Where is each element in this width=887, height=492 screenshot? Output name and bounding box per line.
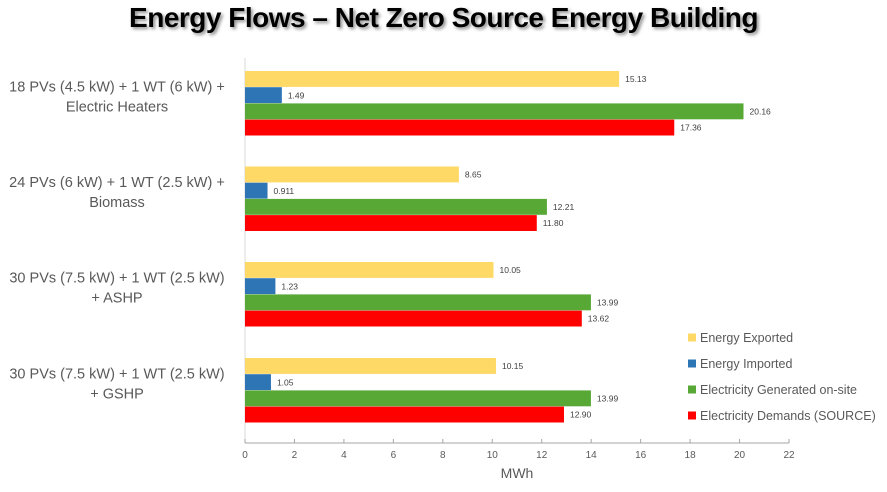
bars bbox=[245, 71, 744, 423]
x-tick-label: 22 bbox=[783, 450, 795, 461]
category-label: 30 PVs (7.5 kW) + 1 WT (2.5 kW) bbox=[9, 366, 224, 382]
category-label: + ASHP bbox=[91, 290, 142, 306]
data-label: 11.80 bbox=[543, 218, 564, 228]
data-label: 10.05 bbox=[500, 265, 522, 275]
data-label: 12.90 bbox=[570, 410, 592, 420]
x-tick-label: 4 bbox=[341, 450, 347, 461]
legend-entry: Electricity Generated on-site bbox=[700, 383, 857, 397]
category-label: 30 PVs (7.5 kW) + 1 WT (2.5 kW) bbox=[9, 270, 224, 286]
x-tick-label: 2 bbox=[292, 450, 298, 461]
bar bbox=[245, 87, 282, 104]
bar bbox=[245, 71, 620, 87]
category-labels: 18 PVs (4.5 kW) + 1 WT (6 kW) + Electric … bbox=[9, 79, 225, 402]
category-label: 24 PVs (6 kW) + 1 WT (2.5 kW) + bbox=[9, 175, 225, 191]
category-label: 18 PVs (4.5 kW) + 1 WT (6 kW) + bbox=[9, 79, 225, 95]
data-labels: 15.13 1.49 20.16 17.36 8.65 0.911 12.21 11.80 10… bbox=[274, 74, 772, 420]
category-label: Electric Heaters bbox=[66, 99, 168, 115]
bar bbox=[245, 198, 547, 215]
bar bbox=[245, 103, 744, 120]
bar bbox=[245, 119, 675, 136]
bar bbox=[245, 406, 564, 423]
bar bbox=[245, 358, 496, 374]
data-label: 13.62 bbox=[588, 314, 610, 324]
legend-entry: Electricity Demands (SOURCE) bbox=[700, 409, 876, 423]
data-label: 1.23 bbox=[281, 281, 298, 291]
data-label: 10.15 bbox=[502, 361, 524, 371]
legend-swatch bbox=[688, 385, 696, 394]
value-axis: 0 2 4 6 8 10 12 14 16 18 20 22 bbox=[242, 439, 795, 461]
bar bbox=[245, 182, 268, 199]
x-tick-label: 14 bbox=[586, 450, 598, 461]
x-tick-label: 8 bbox=[440, 450, 446, 461]
data-label: 13.99 bbox=[597, 394, 619, 404]
bar bbox=[245, 294, 591, 311]
data-label: 1.05 bbox=[277, 377, 294, 387]
legend-swatch bbox=[688, 359, 696, 368]
bar bbox=[245, 166, 459, 183]
bar bbox=[245, 390, 591, 407]
bar bbox=[245, 310, 582, 327]
data-label: 15.13 bbox=[625, 74, 647, 84]
legend-entry: Energy Exported bbox=[700, 331, 793, 345]
x-tick-label: 12 bbox=[536, 450, 548, 461]
bar bbox=[245, 215, 537, 231]
x-tick-label: 16 bbox=[635, 450, 647, 461]
category-label: + GSHP bbox=[90, 386, 144, 402]
bar bbox=[245, 278, 276, 295]
x-tick-label: 10 bbox=[487, 450, 499, 461]
x-tick-label: 20 bbox=[734, 450, 746, 461]
category-label: Biomass bbox=[89, 195, 145, 211]
legend-swatch bbox=[688, 411, 696, 420]
legend: Energy Exported Energy Imported Electricit… bbox=[688, 331, 876, 423]
bar bbox=[245, 262, 494, 278]
legend-swatch bbox=[688, 333, 696, 342]
bar bbox=[245, 374, 271, 391]
data-label: 12.21 bbox=[553, 202, 575, 212]
data-label: 8.65 bbox=[465, 170, 482, 180]
chart-title: Energy Flows – Net Zero Source Energy Bu… bbox=[129, 2, 758, 33]
data-label: 0.911 bbox=[274, 186, 295, 196]
data-label: 13.99 bbox=[597, 298, 619, 308]
x-tick-label: 0 bbox=[242, 450, 248, 461]
data-label: 17.36 bbox=[680, 123, 702, 133]
data-label: 20.16 bbox=[750, 107, 772, 117]
x-axis-title: MWh bbox=[501, 465, 534, 481]
data-label: 1.49 bbox=[288, 90, 305, 100]
x-tick-label: 18 bbox=[685, 450, 697, 461]
legend-entry: Energy Imported bbox=[700, 357, 792, 371]
x-tick-label: 6 bbox=[391, 450, 397, 461]
